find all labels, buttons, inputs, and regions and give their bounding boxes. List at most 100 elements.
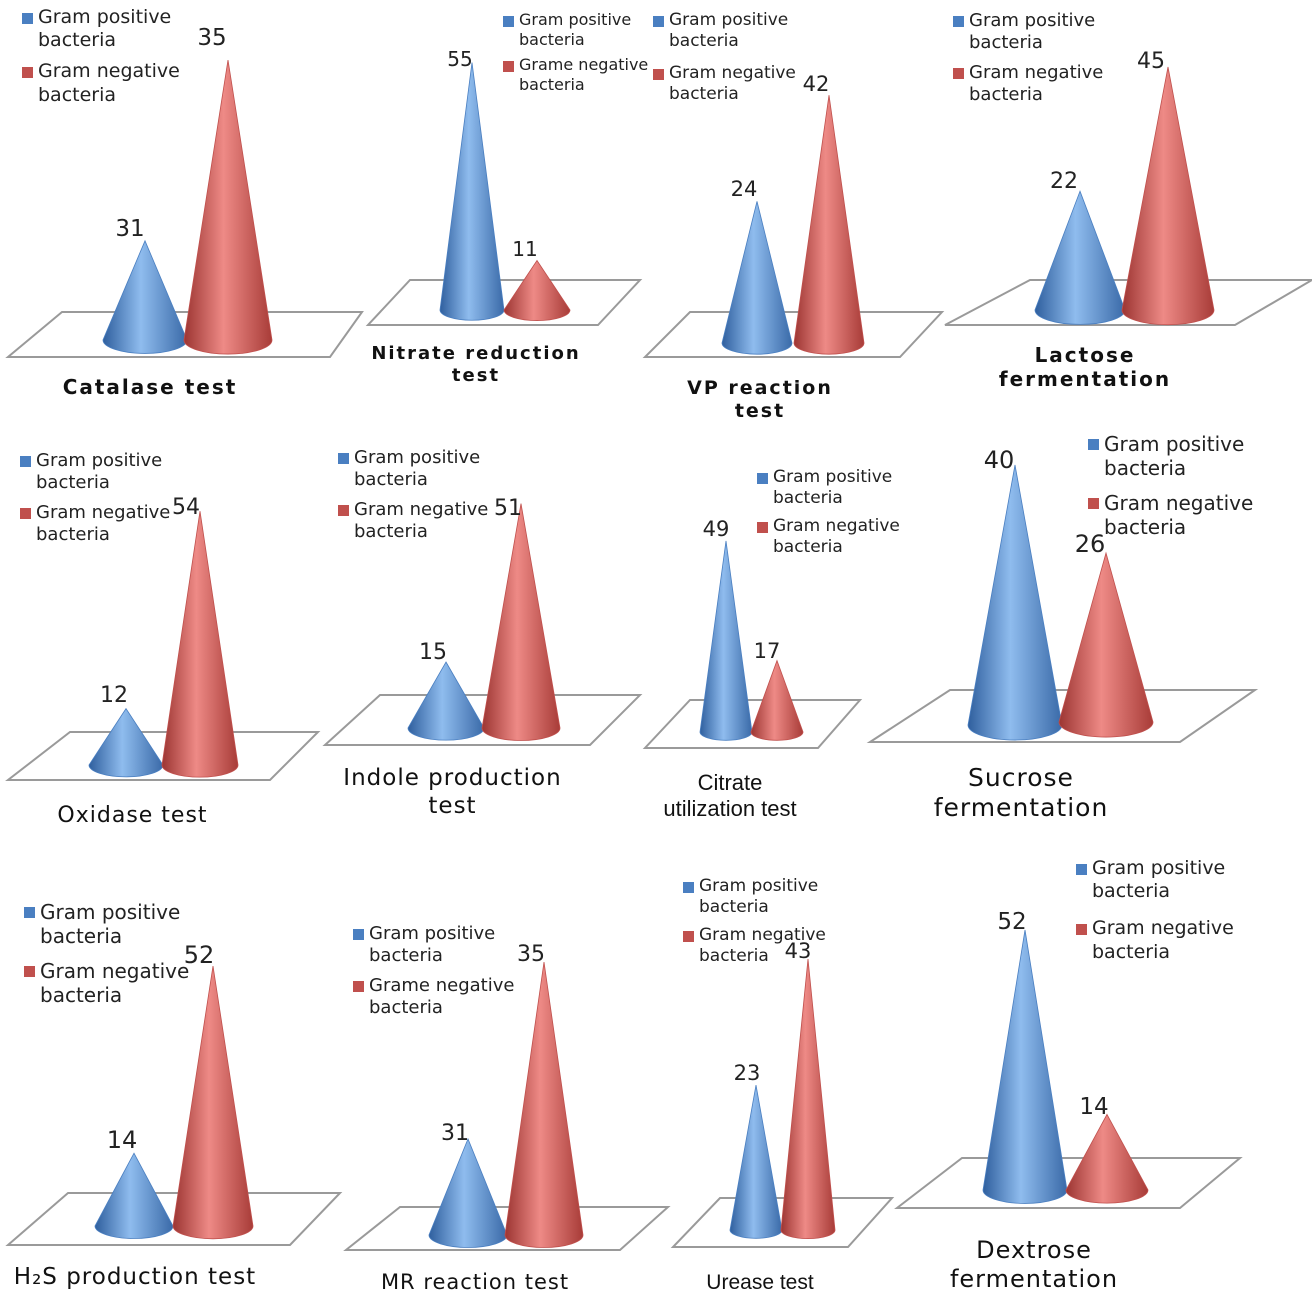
- chart-title: H₂S production test: [13, 1264, 257, 1290]
- legend-label: Gram positive bacteria: [36, 450, 163, 493]
- gram-negative-cone: [1058, 551, 1154, 738]
- legend-swatch: [653, 15, 664, 27]
- legend-label: Gram negative bacteria: [38, 60, 180, 106]
- legend-swatch: [353, 981, 364, 993]
- legend-entry-gram-positive: Gram positive bacteria: [757, 467, 900, 508]
- legend-label: Gram positive bacteria: [669, 10, 789, 51]
- gram-negative-value-label: 43: [785, 939, 812, 963]
- legend-swatch: [953, 16, 964, 28]
- legend-swatch: [1076, 863, 1087, 875]
- legend-entry-gram-negative: Gram negative bacteria: [22, 60, 180, 106]
- chart-legend: Gram positive bacteria Gram negative bacter…: [1076, 857, 1234, 978]
- gram-positive-cone: [439, 62, 505, 321]
- chart-legend: Gram positive bacteria Gram negative bacter…: [20, 450, 170, 554]
- legend-entry-gram-positive: Gram positive bacteria: [22, 6, 180, 52]
- gram-negative-cone: [161, 511, 239, 778]
- legend-entry-gram-positive: Gram positive bacteria: [683, 876, 826, 917]
- gram-positive-value-label: 49: [703, 517, 730, 541]
- legend-label: Gram positive bacteria: [354, 447, 481, 490]
- gram-negative-value-label: 35: [517, 942, 545, 967]
- legend-swatch: [1076, 923, 1087, 935]
- legend-label: Grame negative bacteria: [519, 55, 649, 94]
- chart-legend: Gram positive bacteria Gram negative bacter…: [953, 10, 1103, 114]
- chart-legend: Gram positive bacteria Gram negative bacter…: [22, 6, 180, 115]
- legend-entry-gram-positive: Gram positive bacteria: [20, 450, 170, 494]
- legend-label: Gram positive bacteria: [519, 10, 632, 49]
- legend-label: Gram negative bacteria: [40, 958, 190, 1008]
- chart-panel-7: 49 17: [642, 517, 863, 749]
- legend-entry-gram-positive: Gram positive bacteria: [953, 10, 1103, 54]
- legend-swatch: [22, 66, 33, 78]
- gram-negative-cone: [1121, 66, 1215, 326]
- legend-entry-gram-negative: Grame negative bacteria: [503, 55, 648, 94]
- gram-positive-cone: [102, 239, 188, 354]
- legend-entry-gram-negative: Gram negative bacteria: [20, 502, 170, 546]
- gram-negative-value-label: 35: [197, 25, 226, 51]
- gram-positive-value-label: 40: [984, 446, 1015, 474]
- legend-swatch: [24, 907, 35, 918]
- chart-legend: Gram positive bacteria Gram negative bacter…: [338, 447, 488, 551]
- gram-positive-value-label: 52: [997, 909, 1026, 935]
- legend-entry-gram-negative: Gram negative bacteria: [953, 62, 1103, 106]
- chart-floor: [642, 311, 945, 358]
- gram-positive-cone: [88, 707, 164, 778]
- chart-legend: Gram positive bacteria Grame negative bacte…: [503, 10, 648, 100]
- gram-positive-cone: [407, 661, 485, 741]
- legend-entry-gram-negative: Gram negative bacteria: [338, 499, 488, 543]
- chart-title: Indole production test: [343, 765, 562, 819]
- chart-panel-10: 31 35: [343, 942, 671, 1251]
- legend-swatch: [683, 931, 694, 943]
- chart-legend: Gram positive bacteria Gram negative bacter…: [653, 10, 796, 117]
- legend-label: Gram positive bacteria: [773, 467, 893, 508]
- chart-legend: Gram positive bacteria Gram negative bacter…: [757, 467, 900, 566]
- chart-floor: [642, 699, 863, 749]
- legend-swatch: [503, 15, 514, 27]
- legend-swatch: [653, 69, 664, 81]
- legend-swatch: [683, 881, 694, 893]
- legend-entry-gram-negative: Gram negative bacteria: [1076, 917, 1234, 963]
- gram-negative-value-label: 26: [1075, 530, 1106, 558]
- legend-entry-gram-negative: Gram negative bacteria: [757, 516, 900, 557]
- gram-positive-cone: [721, 201, 793, 355]
- legend-label: Gram negative bacteria: [354, 498, 489, 542]
- gram-negative-cone: [750, 659, 804, 741]
- legend-swatch: [1088, 439, 1099, 450]
- chart-panel-1: 31 35: [5, 25, 364, 358]
- legend-label: Gram negative bacteria: [36, 501, 171, 545]
- chart-panel-11: 23 43: [670, 939, 895, 1248]
- chart-panel-5: 12 54: [5, 495, 321, 781]
- gram-negative-cone: [183, 59, 273, 355]
- gram-negative-value-label: 11: [512, 237, 537, 261]
- gram-positive-cone: [428, 1137, 508, 1248]
- gram-negative-value-label: 45: [1137, 49, 1165, 74]
- legend-entry-gram-positive: Gram positive bacteria: [353, 923, 514, 967]
- gram-negative-cone: [1065, 1113, 1149, 1204]
- legend-swatch: [503, 60, 514, 72]
- legend-swatch: [20, 508, 31, 520]
- legend-label: Gram positive bacteria: [38, 6, 172, 52]
- legend-label: Gram positive bacteria: [40, 900, 181, 949]
- chart-panel-8: 40 26: [866, 446, 1259, 743]
- gram-negative-value-label: 52: [184, 941, 215, 969]
- chart-panel-9: 14 52: [5, 941, 343, 1246]
- legend-entry-gram-positive: Gram positive bacteria: [1088, 432, 1253, 481]
- gram-positive-cone: [729, 1085, 783, 1239]
- gram-positive-value-label: 24: [731, 177, 758, 201]
- legend-label: Gram negative bacteria: [699, 925, 826, 967]
- gram-positive-cone: [699, 540, 753, 741]
- chart-floor: [322, 694, 643, 746]
- legend-label: Gram positive bacteria: [699, 876, 819, 917]
- gram-positive-value-label: 22: [1050, 169, 1078, 194]
- legend-swatch: [338, 505, 349, 517]
- legend-swatch: [24, 965, 35, 977]
- gram-positive-value-label: 14: [107, 1126, 138, 1154]
- legend-swatch: [20, 456, 31, 468]
- chart-title: Oxidase test: [57, 803, 208, 828]
- gram-positive-cone: [94, 1152, 174, 1239]
- legend-swatch: [22, 12, 33, 24]
- chart-title: Dextrose fermentation: [949, 1236, 1119, 1293]
- gram-negative-cone: [503, 259, 571, 321]
- legend-entry-gram-negative: Gram negative bacteria: [24, 959, 189, 1008]
